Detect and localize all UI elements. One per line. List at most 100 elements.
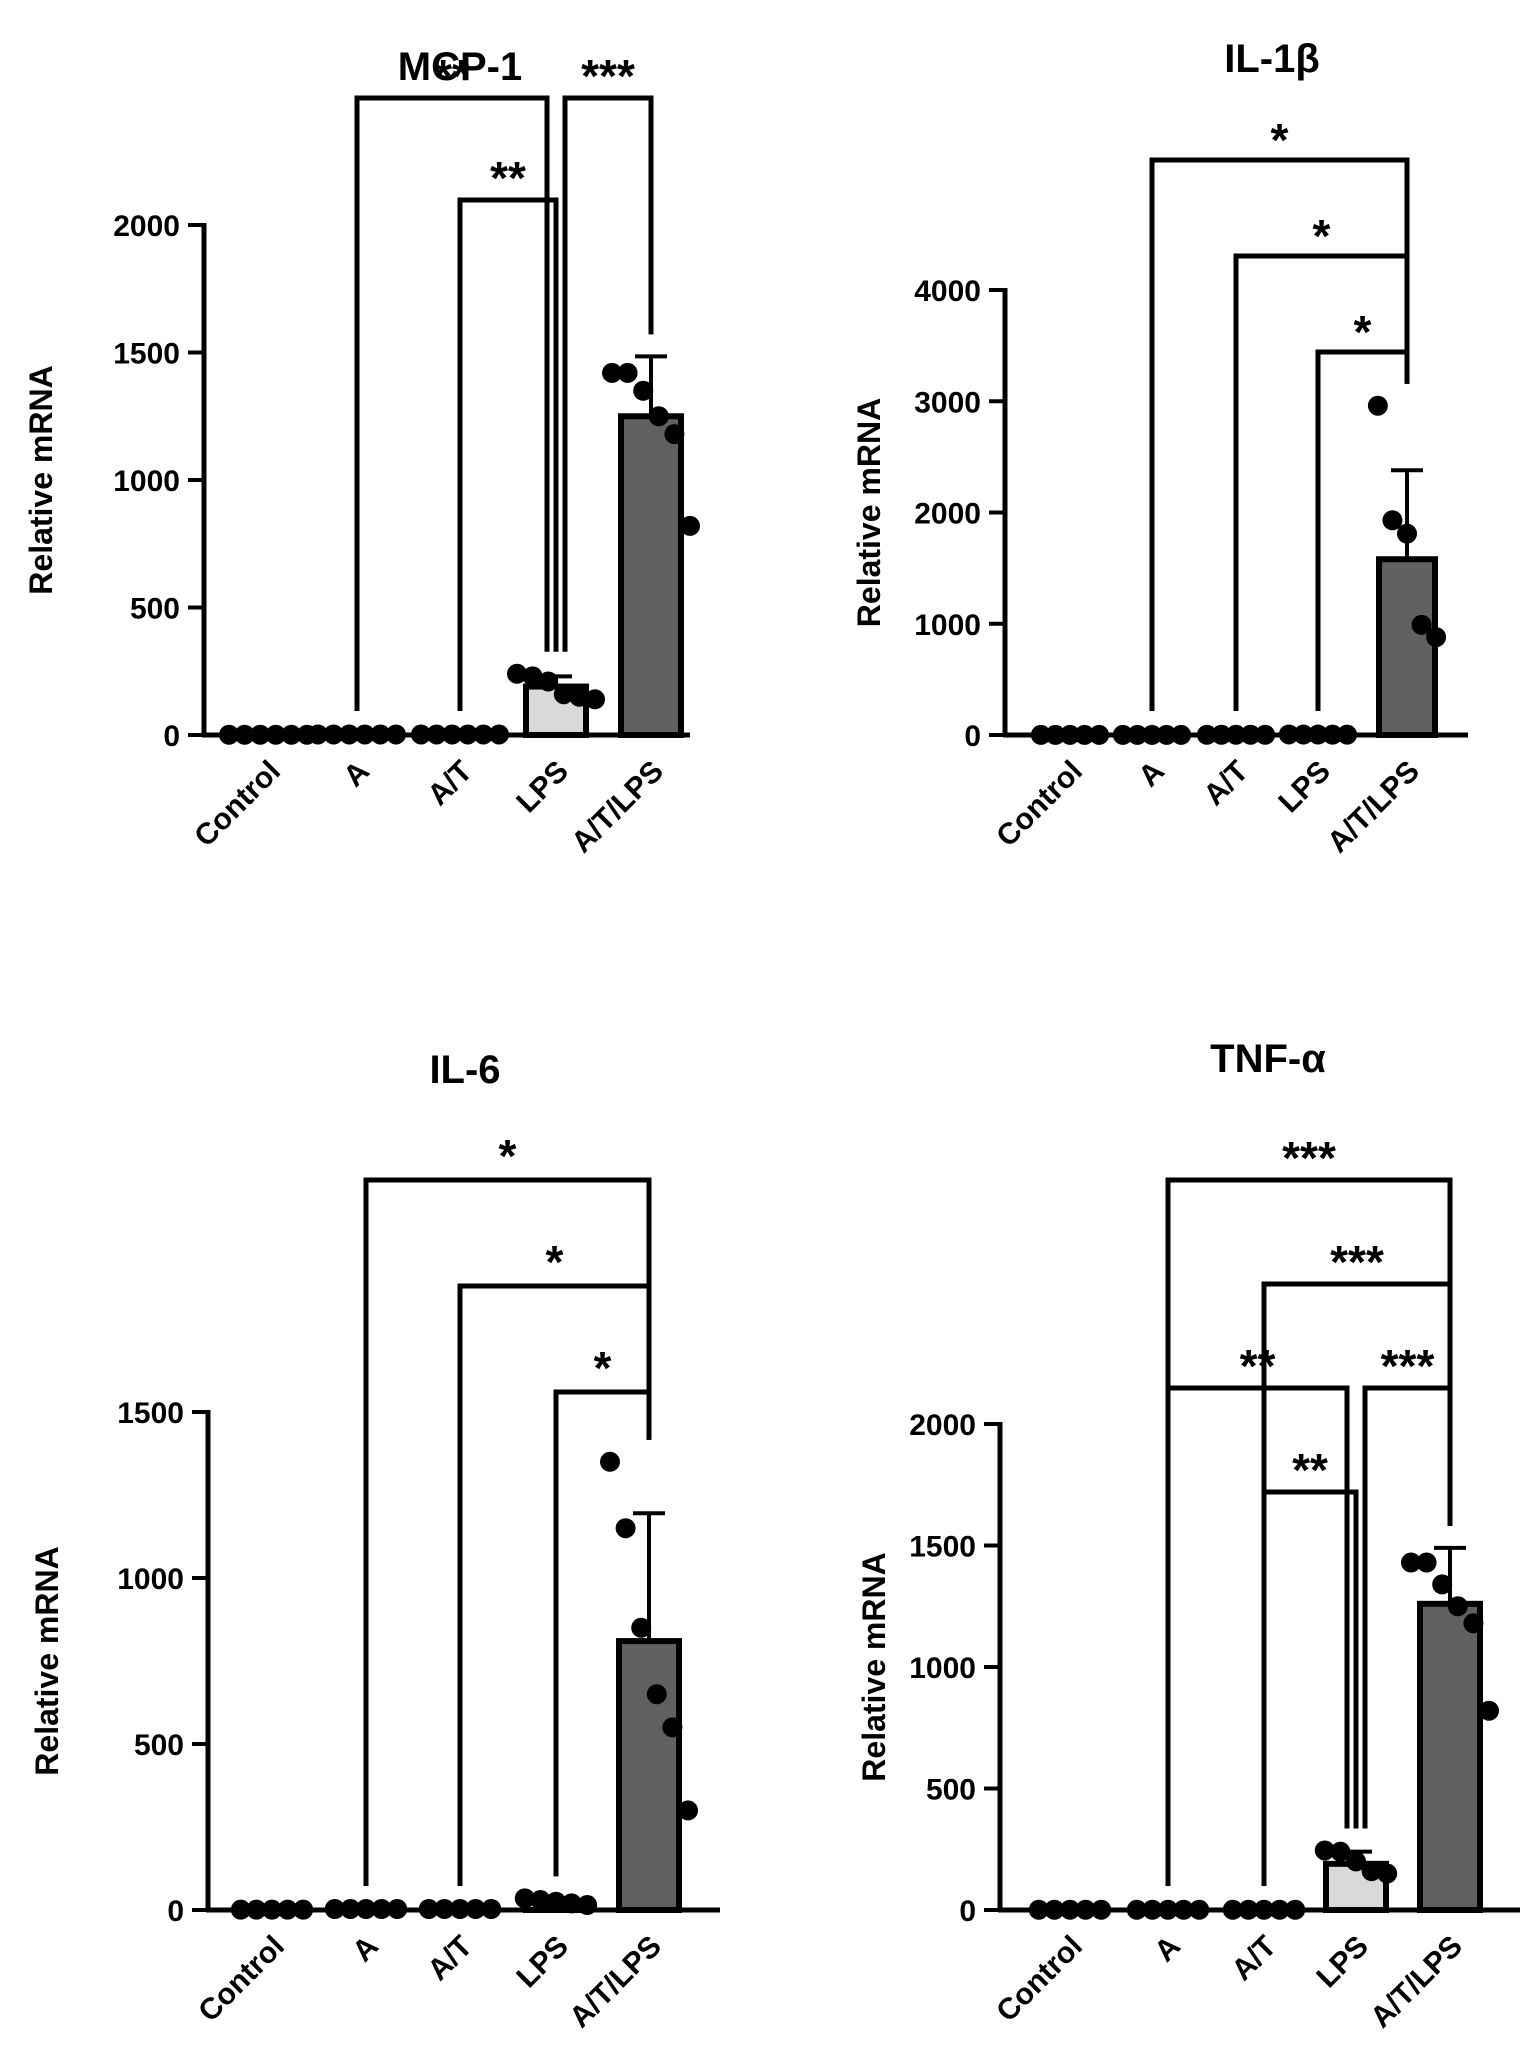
data-point: [1060, 724, 1080, 745]
data-point: [1060, 1899, 1080, 1920]
data-point: [219, 724, 239, 745]
data-point: [1411, 614, 1432, 635]
significance-bracket: [354, 95, 550, 711]
x-category-label: Control: [990, 1930, 1089, 2029]
data-point: [1044, 1899, 1065, 1920]
significance-bracket: [457, 197, 559, 711]
data-point: [1156, 724, 1177, 745]
significance-bracket: [562, 95, 654, 652]
y-tick-label: 2000: [113, 210, 180, 243]
significance-bracket: [457, 1283, 652, 1886]
data-point: [600, 1451, 620, 1472]
data-point: [546, 1891, 566, 1912]
data-point: [1346, 1851, 1366, 1872]
panel-mcp1: MCP-1 Relative mRNA 0 500 1000 1500 2000 Contro…: [23, 45, 700, 859]
x-category-label: LPS: [510, 1930, 575, 1995]
data-point: [530, 1890, 551, 1911]
x-category-label: A/T: [421, 755, 479, 813]
x-category-label: A/T: [1197, 755, 1255, 813]
y-tick-label: 1000: [113, 465, 180, 498]
significance-bracket: [1165, 1385, 1350, 1886]
data-point: [481, 1899, 502, 1920]
significance-stars: ***: [581, 50, 635, 102]
data-point: [1382, 510, 1403, 531]
data-point: [1269, 1899, 1290, 1920]
y-tick-label: 1500: [909, 1531, 976, 1564]
panel-tnfa: TNF-α Relative mRNA 0 500 1000 1500 2000 Contro…: [856, 1037, 1520, 2034]
data-point: [246, 1899, 267, 1920]
data-point: [489, 724, 509, 745]
chart-title: IL-1β: [1224, 37, 1320, 81]
data-point: [1479, 1700, 1499, 1721]
data-point: [662, 1717, 683, 1738]
data-point: [1314, 1840, 1335, 1861]
significance-stars: *: [1271, 114, 1289, 166]
data-point: [281, 724, 302, 745]
data-point: [514, 1888, 535, 1909]
data-point: [646, 1684, 667, 1705]
y-axis-label: Relative mRNA: [856, 1552, 892, 1781]
significance-stars: *: [546, 1236, 564, 1288]
data-point: [602, 362, 622, 383]
chart-title: IL-6: [429, 1048, 500, 1092]
data-point: [1091, 1899, 1112, 1920]
data-point: [585, 689, 605, 710]
data-point: [1074, 724, 1095, 745]
x-category-label: A/T/LPS: [1321, 755, 1426, 860]
significance-bracket: [1261, 1489, 1359, 1886]
y-tick-label: 500: [134, 1729, 184, 1762]
significance-bracket: [1149, 157, 1410, 711]
data-point: [1189, 1899, 1210, 1920]
x-category-label: Control: [990, 755, 1089, 854]
data-point: [1089, 724, 1110, 745]
data-point: [577, 1895, 598, 1916]
data-point: [1285, 1899, 1306, 1920]
x-category-label: LPS: [510, 755, 575, 820]
data-point: [1278, 724, 1299, 745]
x-category-label: A: [1132, 755, 1171, 794]
significance-stars: *: [1313, 210, 1331, 262]
data-point: [561, 1893, 582, 1914]
data-point: [1045, 724, 1066, 745]
data-point: [1361, 1861, 1382, 1882]
significance-stars: **: [1292, 1444, 1328, 1496]
x-category-label: Control: [188, 755, 287, 854]
data-point: [615, 1518, 636, 1539]
data-point: [1337, 724, 1358, 745]
data-point: [1401, 1552, 1421, 1573]
data-point: [356, 1899, 376, 1920]
bar-a-t-lps: [616, 1638, 682, 1913]
data-point: [1158, 1899, 1178, 1920]
data-point: [1142, 1899, 1163, 1920]
data-point: [1397, 523, 1417, 544]
x-category-label: A: [337, 755, 376, 794]
data-point: [230, 1899, 251, 1920]
x-category-label: A/T/LPS: [565, 755, 670, 860]
data-point: [522, 666, 543, 687]
data-point: [1222, 1899, 1243, 1920]
significance-stars: **: [1240, 1340, 1276, 1392]
data-point: [680, 515, 700, 536]
data-point: [1377, 1863, 1398, 1884]
significance-stars: *: [499, 1130, 517, 1182]
data-point: [354, 724, 375, 745]
data-point: [473, 724, 494, 745]
data-point: [1075, 1899, 1096, 1920]
data-point: [426, 724, 447, 745]
y-tick-label: 4000: [914, 275, 981, 308]
significance-bracket: [1315, 349, 1410, 711]
significance-stars: ***: [1330, 1236, 1384, 1288]
data-point: [434, 1899, 455, 1920]
significance-stars: ***: [1381, 1340, 1435, 1392]
y-tick-label: 500: [926, 1774, 976, 1807]
chart-title: MCP-1: [398, 45, 522, 89]
significance-bracket: [1362, 1385, 1453, 1829]
significance-stars: *: [594, 1342, 612, 1394]
y-tick-label: 0: [959, 1895, 976, 1928]
y-tick-label: 2000: [914, 498, 981, 531]
data-point: [569, 686, 590, 707]
y-tick-label: 1000: [909, 1652, 976, 1685]
data-point: [324, 1899, 345, 1920]
significance-stars: **: [434, 50, 470, 102]
y-tick-label: 3000: [914, 386, 981, 419]
